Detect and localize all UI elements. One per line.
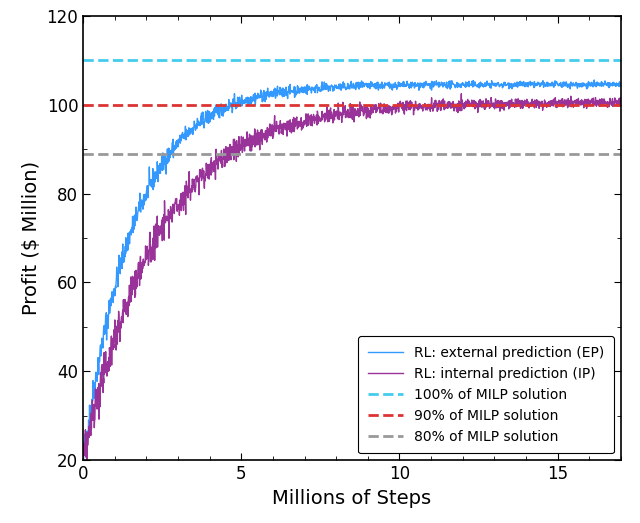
Y-axis label: Profit ($ Million): Profit ($ Million) (22, 161, 41, 315)
RL: external prediction (EP): (9.62, 105): external prediction (EP): (9.62, 105) (383, 80, 391, 86)
RL: internal prediction (IP): (0, 20): internal prediction (IP): (0, 20) (79, 457, 87, 463)
RL: internal prediction (IP): (0.12, 18.8): internal prediction (IP): (0.12, 18.8) (83, 462, 91, 469)
X-axis label: Millions of Steps: Millions of Steps (273, 488, 431, 508)
Line: RL: internal prediction (IP): RL: internal prediction (IP) (83, 94, 621, 465)
RL: internal prediction (IP): (8.88, 98.4): internal prediction (IP): (8.88, 98.4) (360, 109, 368, 115)
RL: external prediction (EP): (2.83, 88.6): external prediction (EP): (2.83, 88.6) (169, 152, 177, 158)
RL: internal prediction (IP): (2.84, 77.6): internal prediction (IP): (2.84, 77.6) (169, 201, 177, 207)
RL: external prediction (EP): (3.13, 93.2): external prediction (EP): (3.13, 93.2) (179, 132, 186, 138)
90% of MILP solution (79, 101, 87, 108)
RL: external prediction (EP): (7.92, 104): external prediction (EP): (7.92, 104) (330, 84, 338, 90)
100% of MILP solution (111, 57, 118, 63)
90% of MILP solution (111, 101, 118, 108)
RL: internal prediction (IP): (17, 100): internal prediction (IP): (17, 100) (617, 100, 625, 107)
80% of MILP solution (111, 151, 118, 157)
100% of MILP solution (79, 57, 87, 63)
Line: RL: external prediction (EP): RL: external prediction (EP) (83, 80, 621, 460)
RL: external prediction (EP): (8.87, 104): external prediction (EP): (8.87, 104) (360, 82, 367, 88)
RL: internal prediction (IP): (3.14, 80.3): internal prediction (IP): (3.14, 80.3) (179, 189, 186, 196)
RL: external prediction (EP): (13.6, 105): external prediction (EP): (13.6, 105) (509, 81, 517, 87)
RL: internal prediction (IP): (13.6, 100): internal prediction (IP): (13.6, 100) (510, 101, 518, 108)
Legend: RL: external prediction (EP), RL: internal prediction (IP), 100% of MILP solutio: RL: external prediction (EP), RL: intern… (358, 336, 614, 453)
80% of MILP solution (79, 151, 87, 157)
RL: internal prediction (IP): (7.93, 98.9): internal prediction (IP): (7.93, 98.9) (330, 106, 338, 112)
RL: internal prediction (IP): (9.63, 99.5): internal prediction (IP): (9.63, 99.5) (384, 104, 392, 110)
RL: internal prediction (IP): (12, 102): internal prediction (IP): (12, 102) (458, 90, 465, 97)
RL: external prediction (EP): (0, 20): external prediction (EP): (0, 20) (79, 457, 87, 463)
RL: external prediction (EP): (16.2, 106): external prediction (EP): (16.2, 106) (590, 77, 598, 83)
RL: external prediction (EP): (17, 105): external prediction (EP): (17, 105) (617, 81, 625, 87)
